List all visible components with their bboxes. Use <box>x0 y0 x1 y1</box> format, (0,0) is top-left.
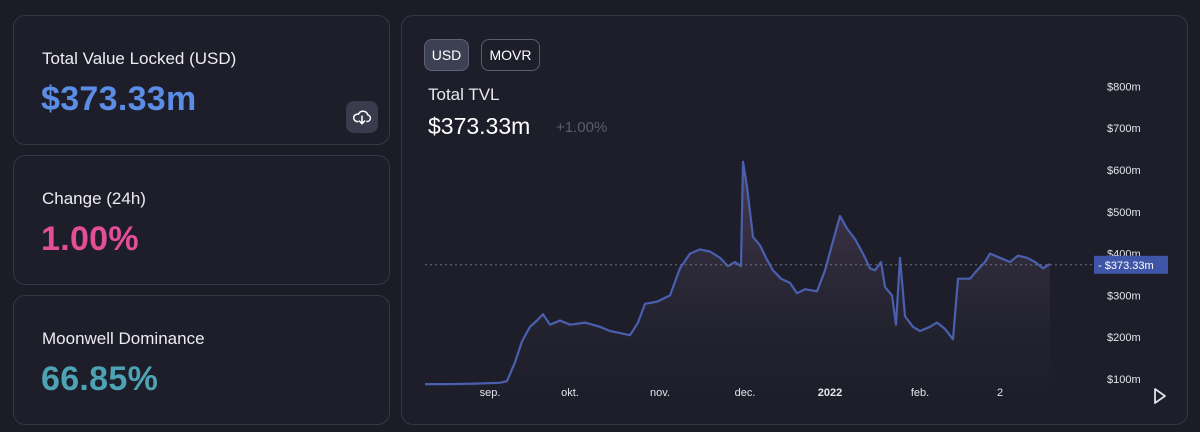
dominance-label: Moonwell Dominance <box>42 329 205 348</box>
y-tick-label: $100m <box>1107 374 1141 386</box>
download-icon <box>352 110 372 125</box>
y-tick-label: $300m <box>1107 290 1141 302</box>
movr-toggle-button[interactable]: MOVR <box>481 39 540 71</box>
change-card: Change (24h) 1.00% <box>13 155 390 285</box>
dominance-value: 66.85% <box>41 360 159 398</box>
y-tick-label: $800m <box>1107 81 1141 93</box>
usd-toggle-button[interactable]: USD <box>424 39 469 71</box>
x-tick-label: dec. <box>735 387 756 399</box>
change-value: 1.00% <box>41 220 139 258</box>
play-icon <box>1154 388 1166 404</box>
y-tick-label: $200m <box>1107 332 1141 344</box>
tvl-line <box>425 160 1051 386</box>
tvl-label: Total Value Locked (USD) <box>42 49 237 68</box>
current-value-tag-label: - $373.33m <box>1098 260 1154 272</box>
tvl-area <box>425 161 1050 390</box>
tvl-chart: $100m$200m$300m$400m$500m$600m$700m$800m… <box>425 81 1168 399</box>
y-tick-label: $600m <box>1107 165 1141 177</box>
x-tick-label: nov. <box>650 387 670 399</box>
dominance-card: Moonwell Dominance 66.85% <box>13 295 390 425</box>
chart-card: $100m $200m $300m $400m $500m $600m $700m $800m… <box>401 15 1188 425</box>
change-label: Change (24h) <box>42 189 146 208</box>
tvl-value: $373.33m <box>41 80 197 118</box>
chart-current-value: $373.33m <box>428 113 531 139</box>
x-tick-label: feb. <box>911 387 929 399</box>
x-tick-label: 2 <box>997 387 1003 399</box>
tvl-card: Total Value Locked (USD) $373.33m <box>13 15 390 145</box>
y-tick-label: $500m <box>1107 207 1141 219</box>
download-button[interactable] <box>346 101 378 133</box>
play-button[interactable] <box>1152 387 1168 405</box>
current-value-tag <box>1094 255 1168 274</box>
chart-title: Total TVL <box>428 85 500 104</box>
chart-change: +1.00% <box>556 119 608 136</box>
x-tick-label: sep. <box>480 387 501 399</box>
y-tick-label: $700m <box>1107 123 1141 135</box>
x-tick-label: okt. <box>561 387 579 399</box>
x-tick-label: 2022 <box>818 387 842 399</box>
